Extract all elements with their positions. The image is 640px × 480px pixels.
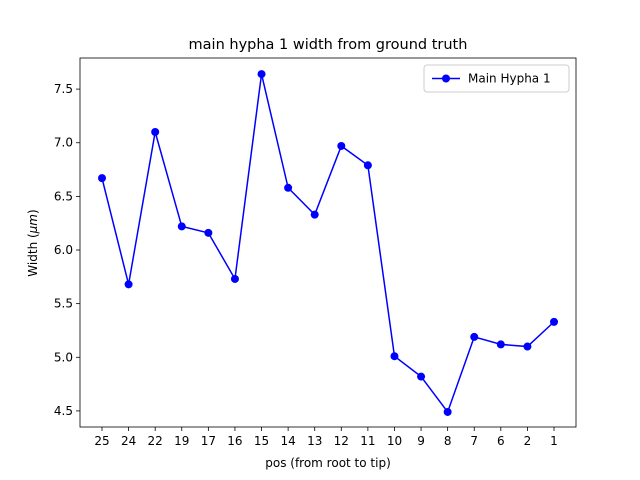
y-tick-label: 5.5 [54, 297, 73, 311]
y-axis-label-unit: μm [26, 214, 40, 234]
data-point [550, 317, 558, 326]
data-point [204, 228, 213, 237]
x-tick-label: 22 [148, 434, 163, 448]
y-axis-label: Width (μm) [26, 209, 40, 276]
data-point [337, 141, 346, 150]
x-tick-label: 24 [121, 434, 136, 448]
y-tick-label: 6.0 [54, 243, 73, 257]
data-point [390, 352, 399, 361]
y-tick-label: 7.5 [54, 82, 73, 96]
data-point [151, 128, 160, 137]
y-axis-label-prefix: Width ( [26, 233, 40, 276]
x-tick-label: 9 [417, 434, 425, 448]
x-axis-label: pos (from root to tip) [265, 456, 391, 470]
x-tick-label: 7 [470, 434, 478, 448]
legend-box [423, 64, 570, 93]
data-point [124, 280, 133, 289]
legend-marker [442, 74, 450, 83]
x-tick-label: 11 [360, 434, 375, 448]
data-point [284, 183, 293, 192]
legend: Main Hypha 1 [423, 64, 570, 93]
y-tick-label: 6.5 [54, 189, 73, 203]
y-tick-label: 4.5 [54, 404, 73, 418]
data-point [177, 222, 186, 231]
data-point [310, 210, 319, 219]
y-tick-label: 7.0 [54, 136, 73, 150]
x-tick-label: 1 [550, 434, 558, 448]
data-point [257, 70, 266, 79]
series-line [101, 73, 555, 414]
x-tick-label: 10 [387, 434, 402, 448]
plot-frame [79, 57, 577, 428]
data-point [363, 161, 372, 170]
x-tick-label: 6 [497, 434, 505, 448]
x-tick-label: 13 [307, 434, 322, 448]
data-point [523, 342, 532, 351]
x-tick-label: 8 [444, 434, 452, 448]
x-tick-label: 15 [254, 434, 269, 448]
x-tick-label: 14 [280, 434, 295, 448]
data-point [417, 372, 426, 381]
x-tick-label: 19 [174, 434, 189, 448]
y-tick-label: 5.0 [54, 350, 73, 364]
x-tick-label: 12 [334, 434, 349, 448]
data-point [98, 174, 106, 183]
chart-title: main hypha 1 width from ground truth [189, 37, 468, 53]
data-point [496, 340, 505, 349]
x-tick-label: 16 [227, 434, 242, 448]
data-point [470, 332, 479, 341]
data-point [443, 407, 452, 416]
x-tick-label: 17 [201, 434, 216, 448]
x-tick-label: 2 [524, 434, 532, 448]
y-axis-label-suffix: ) [26, 209, 40, 214]
data-point [230, 274, 239, 283]
x-tick-label: 25 [94, 434, 109, 448]
legend-label: Main Hypha 1 [468, 72, 551, 86]
